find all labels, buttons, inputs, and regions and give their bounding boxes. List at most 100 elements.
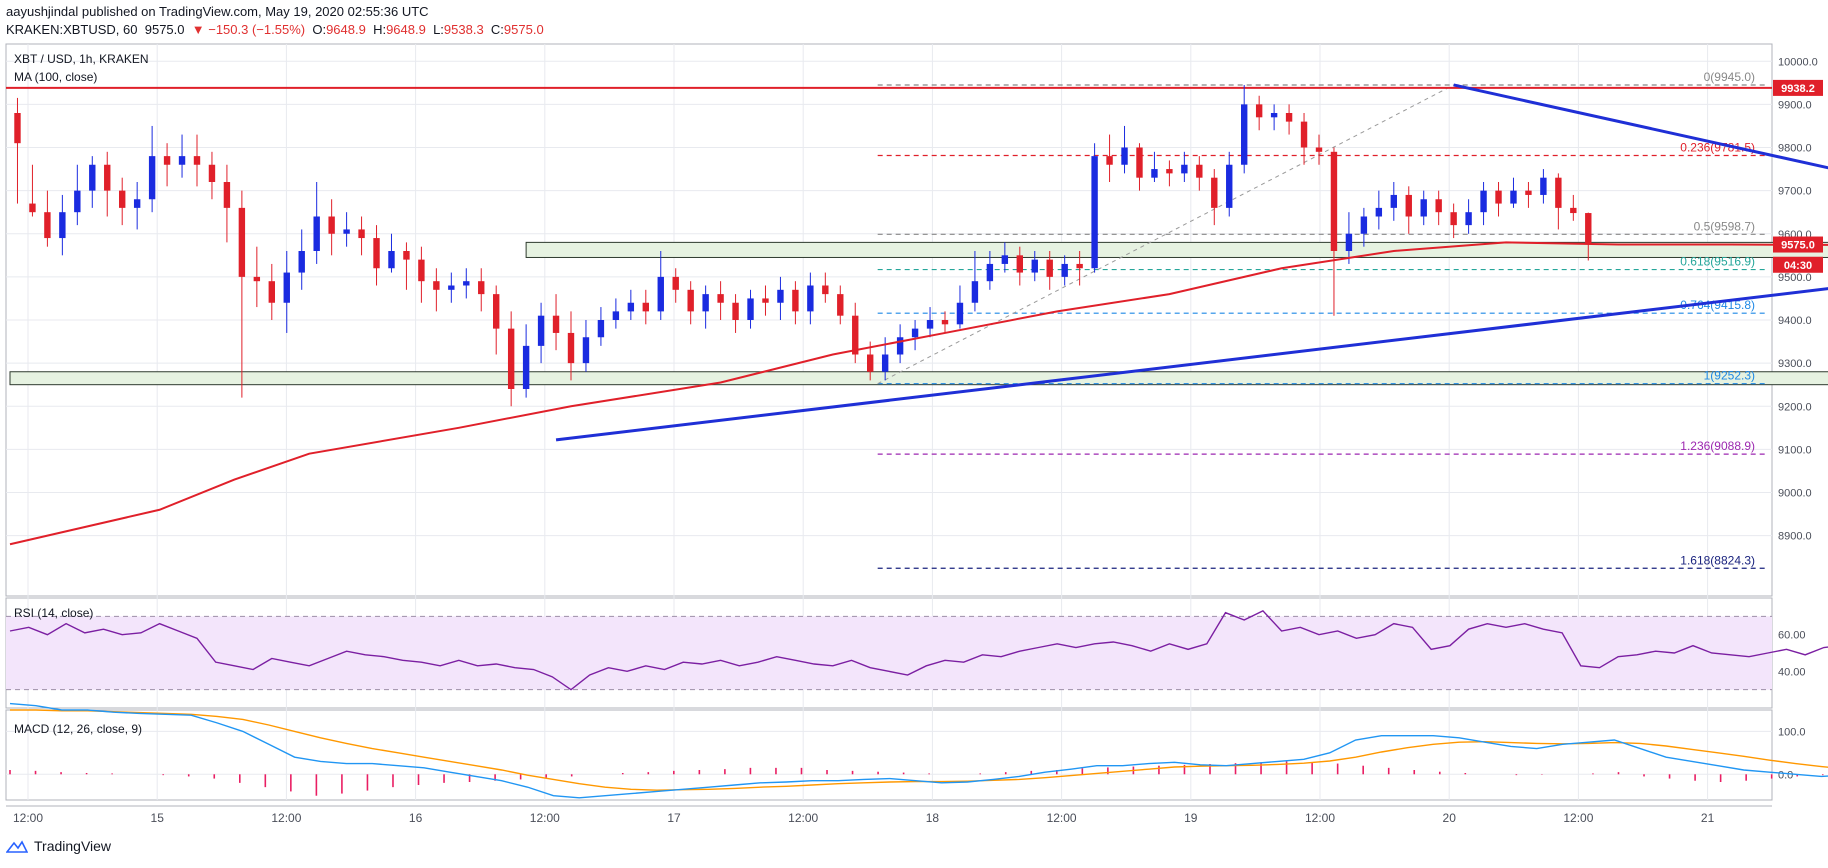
- candle-body: [283, 272, 290, 303]
- low-label: L:: [433, 22, 444, 37]
- candle-body: [1465, 212, 1472, 226]
- close-label: C:: [490, 22, 504, 37]
- support-zone: [9, 371, 1828, 386]
- candle-body: [433, 281, 440, 290]
- fib-level-label: 0(9945.0): [1704, 70, 1755, 84]
- candle-body: [208, 164, 216, 182]
- candle-body: [657, 276, 664, 312]
- candle-body: [1226, 164, 1233, 208]
- x-tick-label: 19: [1184, 811, 1198, 825]
- price-tag: [1773, 79, 1823, 96]
- y-tick-label: 9100.0: [1778, 444, 1812, 456]
- x-tick-label: 20: [1443, 811, 1457, 825]
- candle-body: [1450, 212, 1457, 226]
- candle-body: [1211, 177, 1218, 208]
- candle-body: [1121, 147, 1128, 165]
- candle-body: [837, 294, 844, 316]
- candle-body: [956, 302, 964, 325]
- last-price: 9575.0: [144, 22, 185, 37]
- macd-legend: MACD (12, 26, close, 9): [14, 722, 143, 736]
- y-tick-label: 9300.0: [1778, 358, 1812, 370]
- candle-body: [1061, 263, 1068, 277]
- price-tag-label: 9938.2: [1781, 83, 1815, 95]
- candle-body: [1435, 199, 1442, 213]
- author-name[interactable]: aayushjindal: [6, 4, 79, 19]
- candle-body: [1196, 164, 1203, 178]
- price-change: −150.3 (−1.55%): [208, 22, 306, 37]
- publish-info: published on TradingView.com, May 19, 20…: [81, 4, 429, 19]
- candle-body: [119, 190, 126, 208]
- candle-body: [911, 328, 919, 338]
- candle-body: [582, 337, 590, 364]
- candle-body: [732, 302, 739, 320]
- candle-body: [1570, 207, 1577, 214]
- x-tick-label: 18: [926, 811, 940, 825]
- price-tag-label: 04:30: [1784, 260, 1812, 272]
- candle-body: [702, 294, 709, 312]
- tradingview-footer[interactable]: TradingView: [6, 838, 111, 854]
- candle-body: [552, 315, 560, 333]
- candle-body: [178, 156, 186, 165]
- candle-body: [358, 229, 365, 239]
- candle-body: [388, 251, 395, 269]
- candle-body: [163, 156, 171, 165]
- candle-body: [612, 311, 620, 320]
- candle-body: [642, 302, 649, 312]
- y-tick-label: 9000.0: [1778, 488, 1812, 500]
- candle-body: [1420, 199, 1427, 217]
- low-value: 9538.3: [443, 22, 484, 37]
- y-tick-label: 8900.0: [1778, 531, 1812, 543]
- candle-body: [597, 320, 605, 338]
- candle-body: [448, 285, 455, 290]
- price-tag: [1773, 236, 1823, 253]
- macd-line: [9, 702, 1828, 799]
- candle-body: [567, 332, 575, 364]
- candle-body: [44, 212, 51, 239]
- candle-body: [522, 345, 530, 389]
- y-tick-label: 9400.0: [1778, 315, 1812, 327]
- rsi-tick-label: 40.00: [1778, 666, 1806, 678]
- rsi-line: [9, 609, 1828, 691]
- y-tick-label: 9200.0: [1778, 401, 1812, 413]
- macd-tick-label: 0.0: [1778, 769, 1793, 781]
- candle-body: [1405, 194, 1412, 217]
- fib-level-label: 0.236(9781.5): [1680, 140, 1755, 154]
- candle-body: [1345, 233, 1353, 251]
- open-label: O:: [312, 22, 327, 37]
- candle-body: [1510, 190, 1517, 204]
- candle-body: [762, 298, 769, 303]
- x-tick-label: 21: [1701, 811, 1715, 825]
- candle-body: [1540, 177, 1547, 195]
- candle-body: [29, 203, 36, 213]
- tradingview-logo-icon: [6, 840, 28, 853]
- x-tick-label: 12:00: [1047, 811, 1077, 825]
- trendline: [1453, 83, 1828, 170]
- rsi-legend: RSI (14, close): [14, 606, 94, 620]
- candle-body: [1375, 207, 1383, 217]
- high-label: H:: [373, 22, 387, 37]
- candle-body: [223, 182, 231, 208]
- y-tick-label: 9900.0: [1778, 99, 1812, 111]
- candle-body: [717, 294, 724, 303]
- candle-body: [59, 212, 66, 239]
- candle-body: [881, 354, 889, 372]
- macd-signal-line: [10, 709, 1828, 791]
- candle-body: [418, 259, 425, 282]
- candle-body: [1031, 259, 1038, 273]
- candle-body: [133, 199, 141, 208]
- x-tick-label: 12:00: [1563, 811, 1593, 825]
- candle-body: [148, 156, 156, 200]
- fib-level-label: 0.764(9415.8): [1680, 298, 1755, 312]
- candle-body: [747, 298, 754, 320]
- price-tag: [1773, 256, 1823, 273]
- candle-body: [822, 285, 829, 295]
- candle-body: [507, 328, 515, 389]
- x-tick-label: 12:00: [271, 811, 301, 825]
- candle-body: [313, 216, 320, 251]
- x-tick-label: 12:00: [1305, 811, 1335, 825]
- candle-body: [1136, 147, 1143, 178]
- candle-body: [478, 281, 485, 295]
- candle-body: [627, 302, 635, 312]
- candle-body: [343, 229, 350, 234]
